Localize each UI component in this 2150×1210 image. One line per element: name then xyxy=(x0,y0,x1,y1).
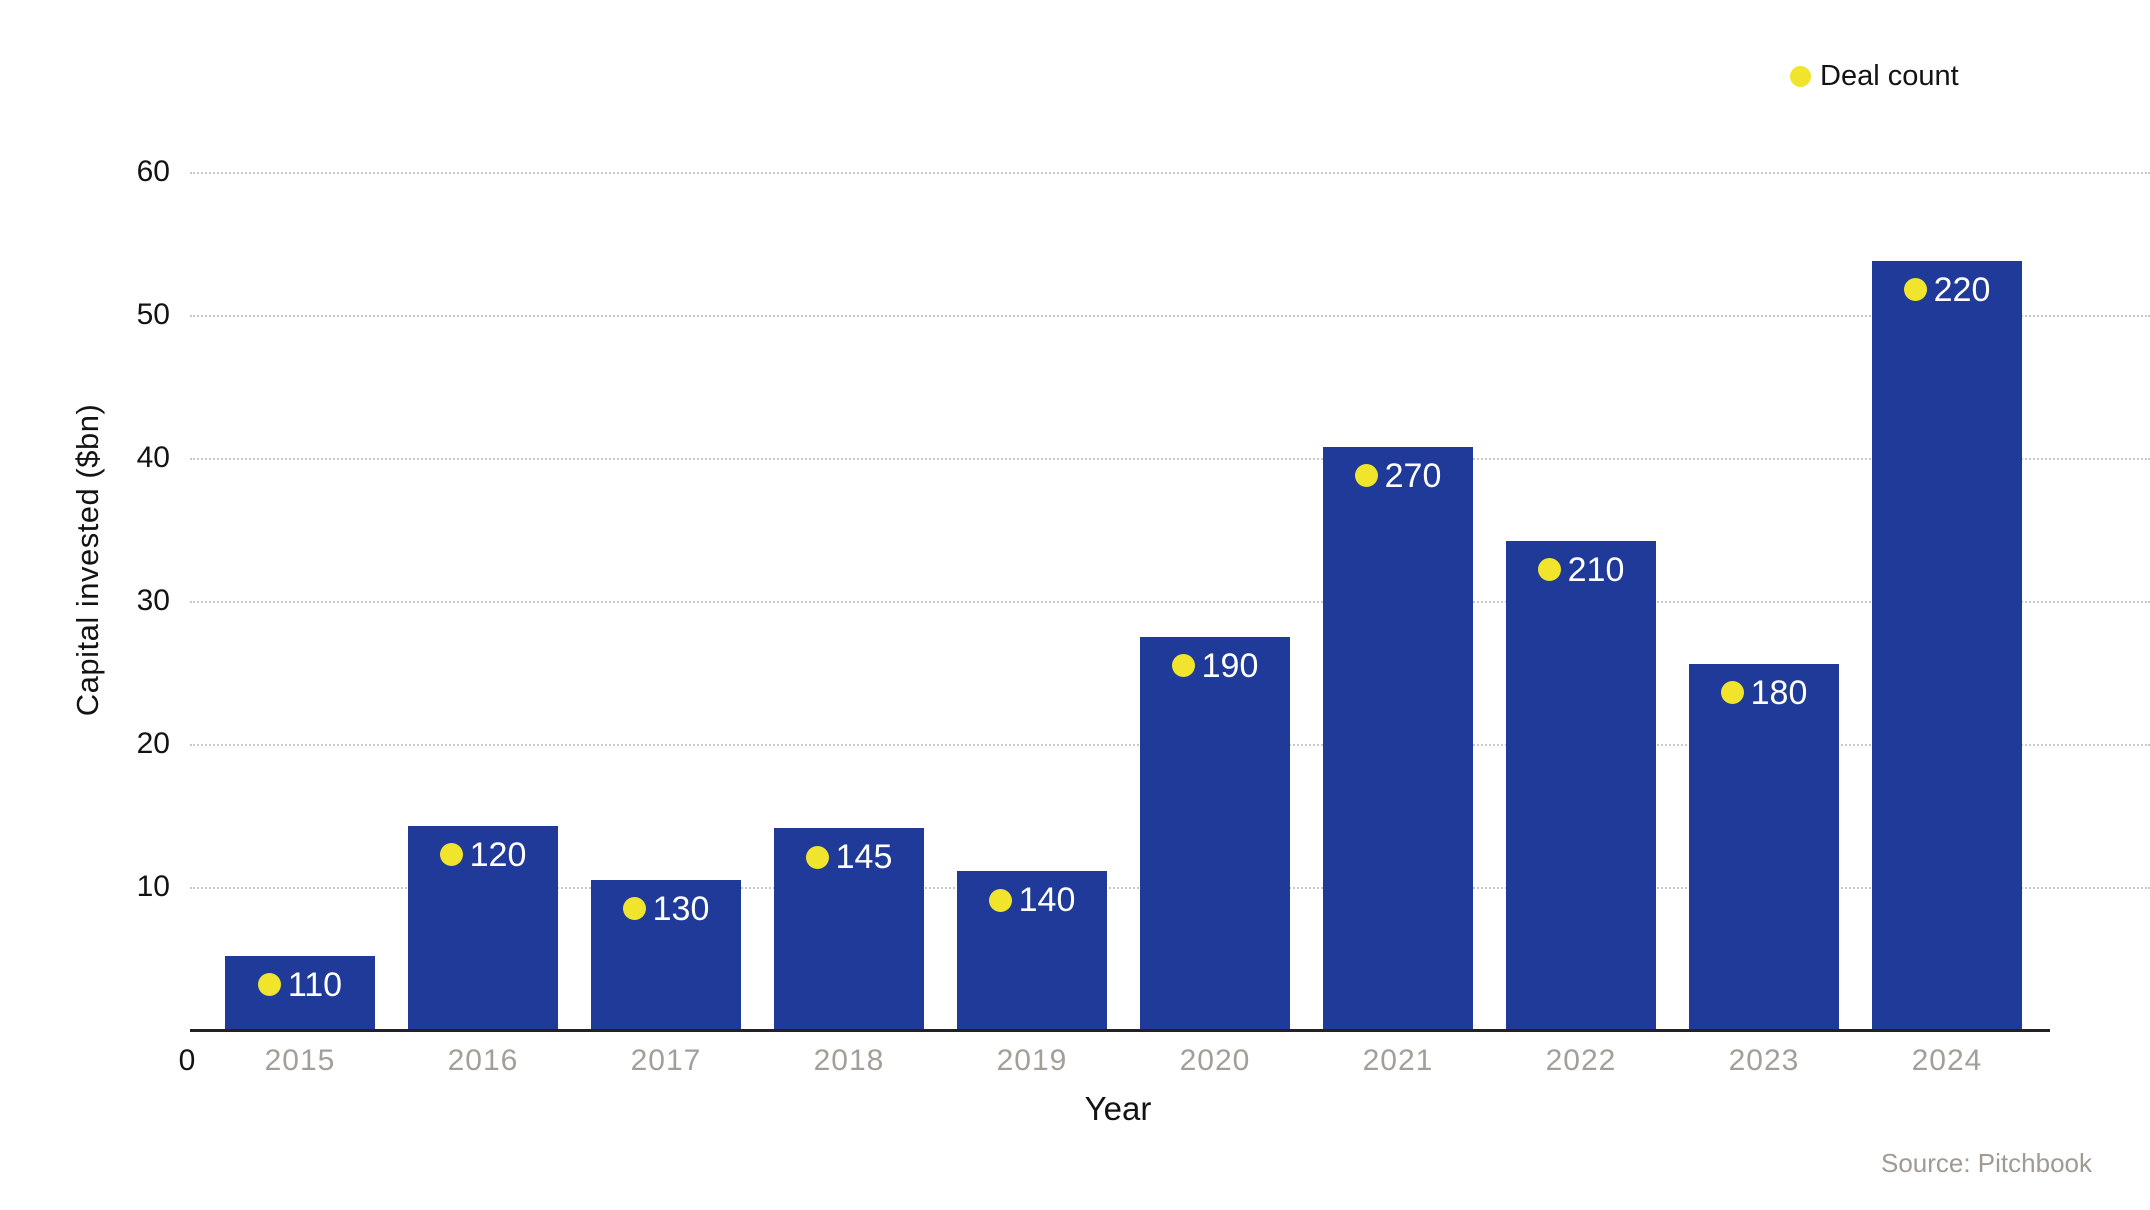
gridline-40 xyxy=(190,458,2150,460)
legend-label: Deal count xyxy=(1820,60,1959,92)
deal-count-value: 110 xyxy=(287,965,343,1004)
x-tick-label-2015: 2015 xyxy=(264,1044,336,1077)
bar-2020: 190 xyxy=(1140,636,1290,1030)
deal-count-dot-icon xyxy=(1790,66,1811,87)
bar-2015: 110 xyxy=(225,955,375,1030)
x-tick-label-2024: 2024 xyxy=(1911,1044,1983,1077)
deal-count-label-2015: 110 xyxy=(225,968,375,1002)
gridline-60 xyxy=(190,172,2150,174)
y-tick-label-20: 20 xyxy=(136,727,170,760)
x-tick-label-2022: 2022 xyxy=(1545,1044,1617,1077)
x-tick-label-2020: 2020 xyxy=(1179,1044,1251,1077)
x-axis-line xyxy=(190,1029,2050,1032)
x-tick-label-2021: 2021 xyxy=(1362,1044,1434,1077)
bar-2016: 120 xyxy=(408,825,558,1030)
deal-count-value: 145 xyxy=(835,838,893,877)
deal-count-dot-icon xyxy=(1537,558,1561,582)
deal-count-value: 210 xyxy=(1567,550,1625,589)
deal-count-dot-icon xyxy=(988,888,1012,912)
bar-2024: 220 xyxy=(1872,260,2022,1030)
deal-count-label-2024: 220 xyxy=(1872,273,2022,307)
bar-2018: 145 xyxy=(774,828,924,1030)
bar-2019: 140 xyxy=(957,871,1107,1030)
x-axis-title: Year xyxy=(1084,1090,1152,1127)
deal-count-label-2022: 210 xyxy=(1506,553,1656,587)
origin-label: 0 xyxy=(178,1044,196,1077)
deal-count-label-2021: 270 xyxy=(1323,459,1473,493)
bar-2022: 210 xyxy=(1506,540,1656,1030)
gridline-50 xyxy=(190,315,2150,317)
x-tick-label-2018: 2018 xyxy=(813,1044,885,1077)
legend: Deal count xyxy=(1790,60,1959,93)
y-tick-label-40: 40 xyxy=(136,441,170,474)
y-tick-label-50: 50 xyxy=(136,298,170,331)
deal-count-value: 190 xyxy=(1201,646,1259,685)
deal-count-dot-icon xyxy=(1720,681,1744,705)
bar-2017: 130 xyxy=(591,879,741,1030)
deal-count-dot-icon xyxy=(1354,464,1378,488)
deal-count-value: 270 xyxy=(1384,456,1442,495)
deal-count-dot-icon xyxy=(805,845,829,869)
deal-count-value: 130 xyxy=(652,889,710,928)
deal-count-label-2018: 145 xyxy=(774,840,924,874)
source-note: Source: Pitchbook xyxy=(1880,1148,2092,1178)
deal-count-label-2023: 180 xyxy=(1689,676,1839,710)
gridline-30 xyxy=(190,601,2150,603)
x-tick-label-2019: 2019 xyxy=(996,1044,1068,1077)
deal-count-label-2016: 120 xyxy=(408,838,558,872)
deal-count-label-2020: 190 xyxy=(1140,649,1290,683)
deal-count-value: 180 xyxy=(1750,673,1808,712)
deal-count-value: 220 xyxy=(1933,270,1991,309)
deal-count-dot-icon xyxy=(1903,278,1927,302)
x-tick-label-2016: 2016 xyxy=(447,1044,519,1077)
y-tick-label-10: 10 xyxy=(136,870,170,903)
y-tick-label-60: 60 xyxy=(136,155,170,188)
deal-count-dot-icon xyxy=(622,897,646,921)
deal-count-value: 140 xyxy=(1018,881,1076,920)
x-tick-label-2023: 2023 xyxy=(1728,1044,1800,1077)
deal-count-label-2019: 140 xyxy=(957,883,1107,917)
deal-count-dot-icon xyxy=(439,843,463,866)
deal-count-label-2017: 130 xyxy=(591,892,741,926)
y-tick-label-30: 30 xyxy=(136,584,170,617)
deal-count-dot-icon xyxy=(1171,654,1195,678)
bar-2021: 270 xyxy=(1323,446,1473,1030)
bar-2023: 180 xyxy=(1689,663,1839,1030)
deal-count-dot-icon xyxy=(257,973,281,997)
x-tick-label-2017: 2017 xyxy=(630,1044,702,1077)
deal-count-value: 120 xyxy=(469,835,527,874)
